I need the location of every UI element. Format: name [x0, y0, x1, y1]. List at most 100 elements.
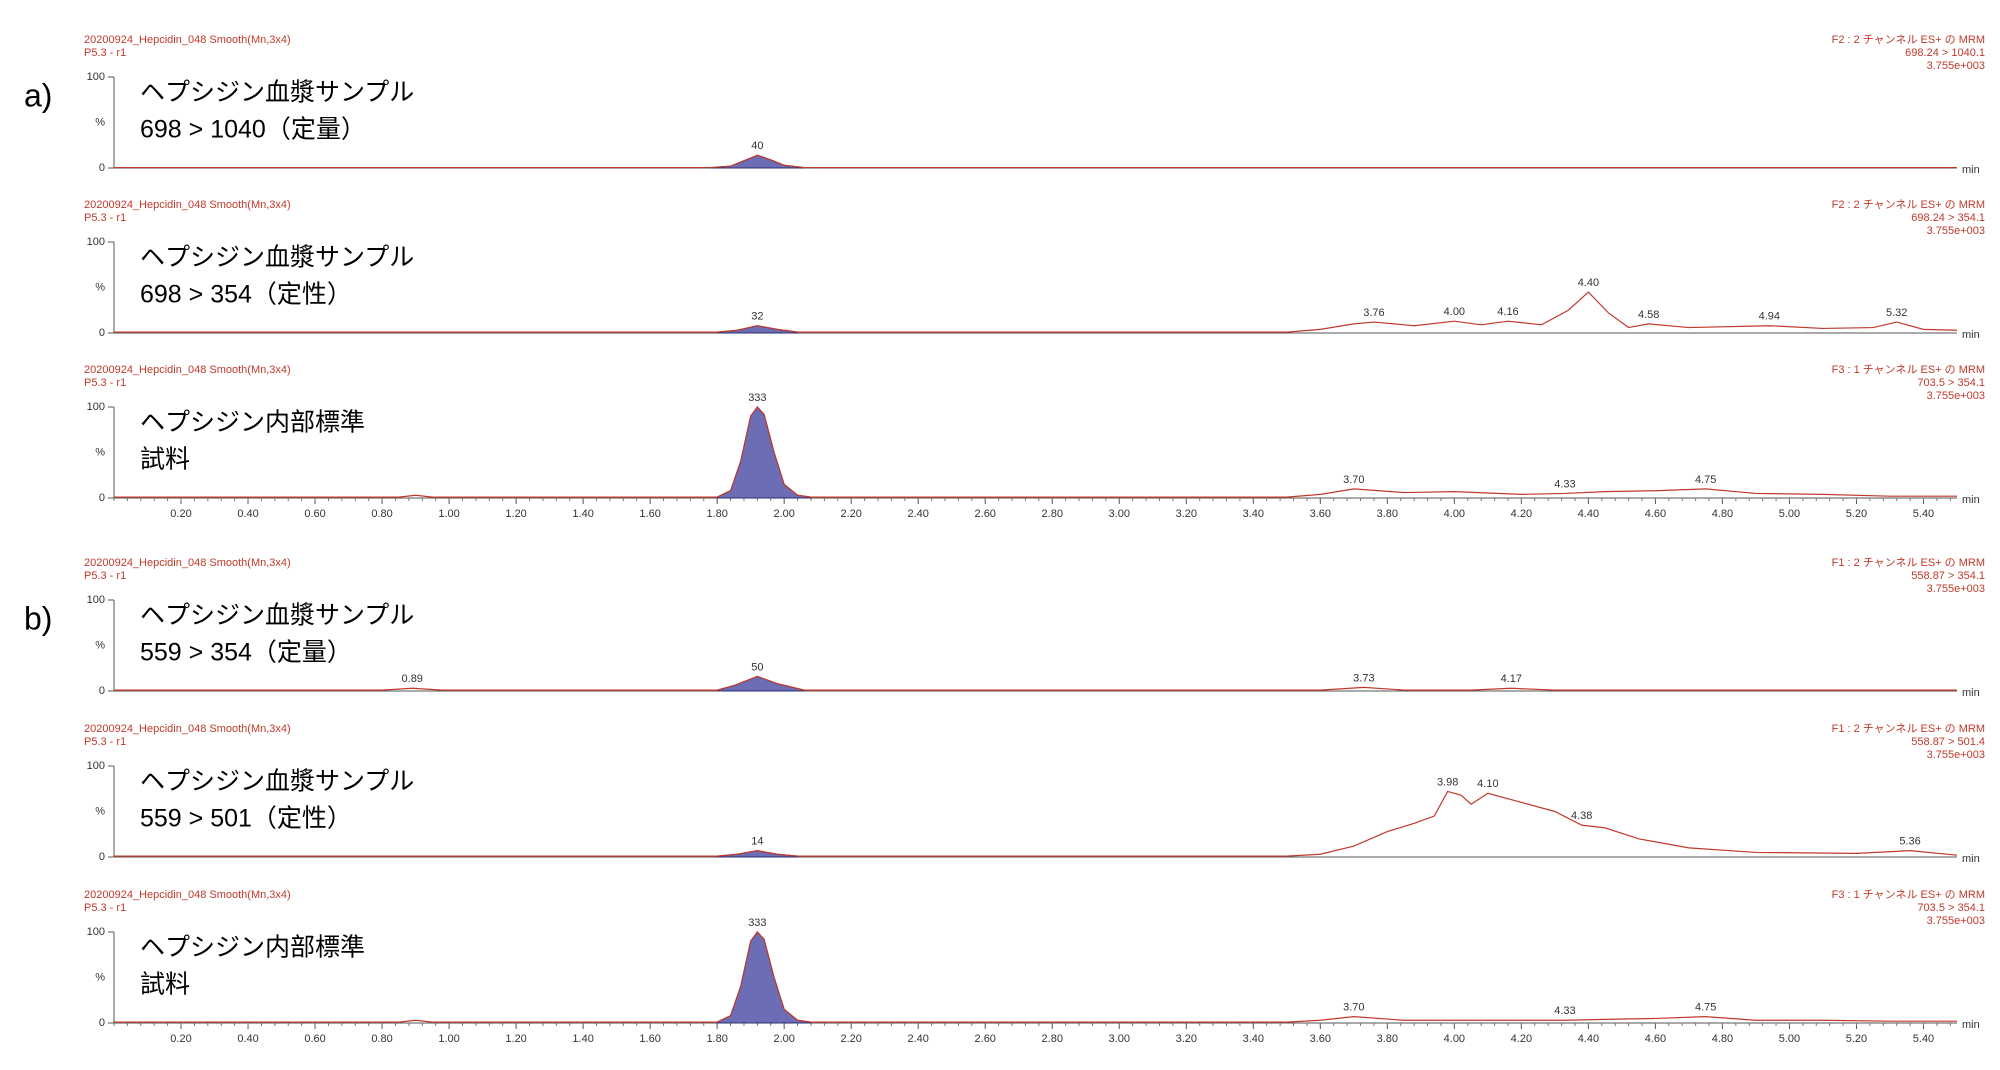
trace-label: ヘプシジン血漿サンプル: [140, 79, 414, 107]
x-tick-label: 0.60: [304, 508, 325, 520]
x-tick-label: 3.40: [1243, 508, 1264, 520]
x-tick-label: 1.60: [639, 508, 660, 520]
x-tick-label: 3.80: [1377, 1033, 1398, 1045]
header-left: P5.3 - r1: [84, 902, 126, 914]
x-tick-label: 3.00: [1109, 508, 1130, 520]
trace: [114, 675, 1957, 691]
peak-area: [716, 406, 812, 499]
header-left: P5.3 - r1: [84, 47, 126, 59]
x-tick-label: 4.60: [1645, 508, 1666, 520]
peak-label: 5.32: [1886, 307, 1907, 319]
peak-area: [716, 325, 799, 334]
trace-label: 559 > 501（定性）: [140, 805, 352, 833]
peak-label: 4.75: [1695, 1002, 1716, 1014]
y-tick-label: 0: [99, 162, 105, 174]
x-tick-label: 4.40: [1578, 1033, 1599, 1045]
x-tick-label: 2.40: [908, 508, 929, 520]
header-right: 698.24 > 1040.1: [1905, 47, 1985, 59]
peak-area: [716, 850, 799, 858]
trace: [114, 931, 1957, 1023]
y-tick-label: 0: [99, 851, 105, 863]
peak-label: 4.38: [1571, 810, 1592, 822]
trace-label: 559 > 354（定量）: [140, 639, 352, 667]
x-tick-label: 5.00: [1779, 508, 1800, 520]
peak-label: 3.98: [1437, 776, 1458, 788]
trace-label: ヘプシジン血漿サンプル: [140, 602, 414, 630]
peak-label: 4.75: [1695, 474, 1716, 486]
y-axis-label: %: [95, 639, 105, 651]
x-tick-label: 5.40: [1913, 1033, 1934, 1045]
header-right: F2 : 2 チャンネル ES+ の MRM: [1832, 33, 1985, 46]
header-right: F3 : 1 チャンネル ES+ の MRM: [1832, 888, 1985, 901]
x-tick-label: 2.60: [975, 1033, 996, 1045]
trace-label: 698 > 1040（定量）: [140, 116, 366, 144]
y-tick-label: 100: [87, 594, 105, 606]
peak-label: 4.33: [1554, 478, 1575, 490]
trace: [114, 406, 1957, 498]
header-right: 558.87 > 354.1: [1911, 570, 1985, 582]
x-tick-label: 2.20: [840, 1033, 861, 1045]
peak-label: 333: [748, 392, 766, 404]
x-tick-label: 5.00: [1779, 1033, 1800, 1045]
header-right: F1 : 2 チャンネル ES+ の MRM: [1832, 722, 1985, 735]
group-label: b): [24, 600, 52, 636]
trace: [114, 154, 1957, 169]
header-right: 703.5 > 354.1: [1917, 902, 1985, 914]
peak-label: 4.00: [1444, 306, 1465, 318]
group-label: a): [24, 77, 52, 113]
x-tick-label: 2.20: [840, 508, 861, 520]
x-tick-label: 3.00: [1109, 1033, 1130, 1045]
x-tick-label: 4.40: [1578, 508, 1599, 520]
y-tick-label: 0: [99, 685, 105, 697]
peak-label: 4.16: [1497, 306, 1518, 318]
header-left: P5.3 - r1: [84, 736, 126, 748]
trace-label: 試料: [140, 446, 190, 474]
y-tick-label: 100: [87, 71, 105, 83]
y-axis-label: %: [95, 805, 105, 817]
header-right: F3 : 1 チャンネル ES+ の MRM: [1832, 363, 1985, 376]
header-right: F1 : 2 チャンネル ES+ の MRM: [1832, 556, 1985, 569]
peak-label: 4.17: [1501, 673, 1522, 685]
x-tick-label: 2.80: [1042, 1033, 1063, 1045]
header-right: 3.755e+003: [1927, 225, 1985, 237]
header-left: 20200924_Hepcidin_048 Smooth(Mn,3x4): [84, 723, 291, 735]
x-axis-label: min: [1962, 329, 1980, 341]
peak-label: 4.33: [1554, 1005, 1575, 1017]
peak-label: 40: [751, 140, 763, 152]
x-axis-label: min: [1962, 494, 1980, 506]
header-right: 698.24 > 354.1: [1911, 212, 1985, 224]
x-tick-label: 1.20: [505, 1033, 526, 1045]
x-tick-label: 4.80: [1712, 508, 1733, 520]
y-tick-label: 100: [87, 760, 105, 772]
peak-area: [716, 931, 812, 1024]
x-tick-label: 0.40: [237, 508, 258, 520]
y-tick-label: 0: [99, 327, 105, 339]
x-tick-label: 4.20: [1511, 508, 1532, 520]
peak-label: 5.36: [1899, 836, 1920, 848]
trace-label: ヘプシジン血漿サンプル: [140, 768, 414, 796]
y-tick-label: 100: [87, 401, 105, 413]
peak-label: 333: [748, 917, 766, 929]
peak-label: 3.73: [1353, 672, 1374, 684]
x-tick-label: 4.60: [1645, 1033, 1666, 1045]
x-tick-label: 3.80: [1377, 508, 1398, 520]
header-right: F2 : 2 チャンネル ES+ の MRM: [1832, 198, 1985, 211]
x-tick-label: 1.40: [572, 1033, 593, 1045]
peak-label: 4.94: [1759, 311, 1780, 323]
peak-label: 32: [751, 311, 763, 323]
x-tick-label: 2.80: [1042, 508, 1063, 520]
header-right: 3.755e+003: [1927, 583, 1985, 595]
x-tick-label: 4.00: [1444, 1033, 1465, 1045]
x-tick-label: 5.20: [1846, 1033, 1867, 1045]
peak-label: 3.70: [1343, 1002, 1364, 1014]
header-right: 3.755e+003: [1927, 390, 1985, 402]
x-tick-label: 2.40: [908, 1033, 929, 1045]
header-left: 20200924_Hepcidin_048 Smooth(Mn,3x4): [84, 557, 291, 569]
trace-label: 698 > 354（定性）: [140, 281, 352, 309]
trace-label: ヘプシジン内部標準: [140, 409, 365, 437]
header-right: 3.755e+003: [1927, 915, 1985, 927]
header-right: 558.87 > 501.4: [1911, 736, 1985, 748]
trace-label: ヘプシジン血漿サンプル: [140, 244, 414, 272]
x-tick-label: 3.60: [1310, 508, 1331, 520]
